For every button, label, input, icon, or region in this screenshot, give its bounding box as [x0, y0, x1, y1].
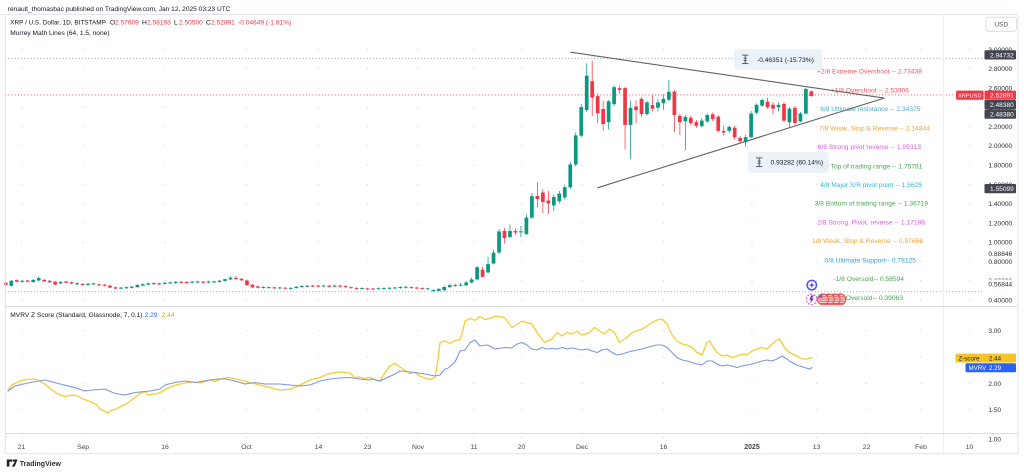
svg-text:0.88846: 0.88846: [988, 251, 1012, 258]
svg-text:1.80000: 1.80000: [988, 163, 1012, 170]
svg-text:Z-score: Z-score: [959, 355, 981, 362]
svg-text:O: O: [110, 20, 115, 27]
svg-text:0.93282 (60.14%): 0.93282 (60.14%): [771, 160, 823, 167]
svg-text:1.00000: 1.00000: [988, 240, 1012, 247]
svg-text:Dec: Dec: [576, 444, 589, 451]
svg-text:1.50: 1.50: [988, 407, 1001, 414]
svg-text:2.58193: 2.58193: [147, 20, 171, 27]
svg-text:4/8 Major S/R pivot point --: 4/8 Major S/R pivot point -- 1.5625: [820, 182, 922, 189]
svg-text:1.55099: 1.55099: [990, 186, 1014, 193]
svg-text:2.48380: 2.48380: [990, 112, 1014, 119]
svg-text:+1/8 Overshoot -- 2.53906: +1/8 Overshoot -- 2.53906: [831, 88, 910, 95]
svg-text:Feb: Feb: [915, 444, 927, 451]
svg-text:23: 23: [364, 444, 372, 451]
svg-text:22: 22: [863, 444, 871, 451]
svg-text:0/8 Ultimate Support-- 0.7812: 0/8 Ultimate Support-- 0.78125: [825, 257, 917, 264]
svg-text:21: 21: [18, 444, 26, 451]
svg-text:XRP / U.S. Dollar, 1D, BITSTAM: XRP / U.S. Dollar, 1D, BITSTAMP: [10, 20, 106, 27]
svg-text:1.20000: 1.20000: [988, 220, 1012, 227]
svg-text:2.20000: 2.20000: [988, 124, 1012, 131]
svg-text:-1/8 Oversold-- 0.58594: -1/8 Oversold-- 0.58594: [833, 276, 904, 283]
svg-text:C: C: [206, 20, 211, 27]
svg-text:L: L: [174, 20, 178, 27]
svg-text:16: 16: [161, 444, 169, 451]
svg-text:0.80000: 0.80000: [988, 259, 1012, 266]
svg-text:0.40000: 0.40000: [988, 297, 1012, 304]
svg-text:-2/8 Extreme Oversold-- 0.390: -2/8 Extreme Oversold-- 0.39063: [806, 295, 904, 302]
svg-text:2.44: 2.44: [989, 355, 1002, 362]
svg-text:2.48380: 2.48380: [990, 102, 1014, 109]
svg-text:2.60000: 2.60000: [988, 86, 1012, 93]
svg-text:2.80000: 2.80000: [988, 66, 1012, 73]
svg-text:-0.46351 (-15.73%): -0.46351 (-15.73%): [757, 57, 814, 64]
svg-text:MVRV: MVRV: [969, 365, 988, 372]
svg-text:1.40000: 1.40000: [988, 201, 1012, 208]
svg-text:2.57609: 2.57609: [115, 20, 139, 27]
svg-text:7/8 Weak, Stop & Reverse -- 2: 7/8 Weak, Stop & Reverse -- 2.14844: [819, 126, 930, 133]
svg-text:MVRV Z Score (Standard, Glassn: MVRV Z Score (Standard, Glassnode, 7, 0.…: [10, 312, 142, 319]
svg-text:3/8 Bottom of trading range --: 3/8 Bottom of trading range -- 1.36719: [815, 201, 929, 208]
svg-text:2.00000: 2.00000: [988, 143, 1012, 150]
svg-text:2/8 Strong, Pivot, reverse --: 2/8 Strong, Pivot, reverse -- 1.17188: [817, 219, 925, 226]
svg-text:0.56844: 0.56844: [988, 281, 1012, 288]
svg-text:USD: USD: [994, 22, 1008, 29]
svg-text:2.50500: 2.50500: [179, 20, 203, 27]
svg-text:16: 16: [660, 444, 668, 451]
svg-text:Nov: Nov: [412, 444, 425, 451]
svg-text:14: 14: [315, 444, 323, 451]
svg-text:Sep: Sep: [77, 444, 89, 451]
svg-text:Murrey Math Lines (64, 1.5, no: Murrey Math Lines (64, 1.5, none): [10, 30, 109, 37]
svg-text:5/8 Top of trading range -- 1: 5/8 Top of trading range -- 1.75781: [820, 163, 923, 170]
svg-text:+2/8 Extreme Overshoot -- 2.7: +2/8 Extreme Overshoot -- 2.73438: [817, 69, 922, 76]
svg-text:1.00: 1.00: [988, 437, 1001, 444]
svg-text:H: H: [142, 20, 147, 27]
svg-text:2.29: 2.29: [989, 365, 1002, 372]
svg-text:renault_thomasbac published on: renault_thomasbac published on TradingVi…: [8, 6, 231, 13]
svg-text:1/8 Weak, Stop & Reverse -- 0: 1/8 Weak, Stop & Reverse -- 0.97656: [812, 238, 923, 245]
svg-text:11: 11: [470, 444, 477, 451]
svg-text:2.00: 2.00: [988, 381, 1001, 388]
svg-text:6/8 Strong pivot reverse -- 1: 6/8 Strong pivot reverse -- 1.95313: [818, 144, 922, 151]
svg-text:2.52891: 2.52891: [211, 20, 235, 27]
svg-text:2025: 2025: [744, 444, 760, 451]
svg-text:2.52891: 2.52891: [990, 93, 1014, 100]
svg-text:8/8 Ultimate resistance -- 2.: 8/8 Ultimate resistance -- 2.34375: [820, 106, 921, 113]
svg-text:Oct: Oct: [241, 444, 252, 451]
svg-text:13: 13: [813, 444, 821, 451]
svg-text:XRPUSD: XRPUSD: [958, 93, 981, 99]
svg-text:2.44: 2.44: [162, 312, 175, 319]
svg-text:20: 20: [518, 444, 526, 451]
svg-text:3.00: 3.00: [988, 328, 1001, 335]
svg-text:2.29: 2.29: [145, 312, 158, 319]
svg-text:-0.04649 (-1.81%): -0.04649 (-1.81%): [238, 20, 291, 27]
svg-text:TradingView: TradingView: [20, 461, 62, 468]
svg-text:10: 10: [966, 444, 974, 451]
svg-text:2.94732: 2.94732: [990, 52, 1014, 59]
